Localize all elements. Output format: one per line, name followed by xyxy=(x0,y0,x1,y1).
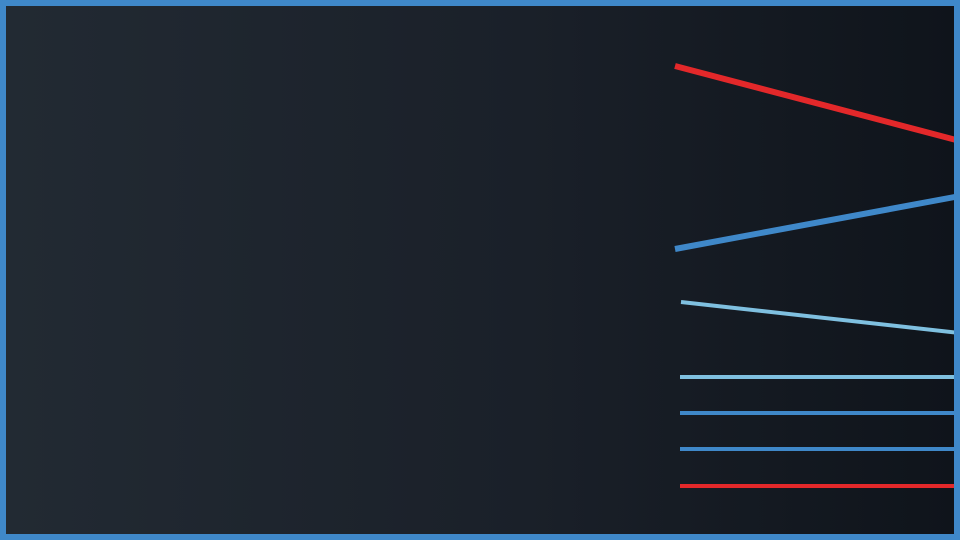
decorative-lines xyxy=(674,63,954,488)
light-blue-diagonal-line xyxy=(680,300,954,335)
blue-diagonal-line xyxy=(674,194,954,252)
red-diagonal-line xyxy=(674,63,954,143)
